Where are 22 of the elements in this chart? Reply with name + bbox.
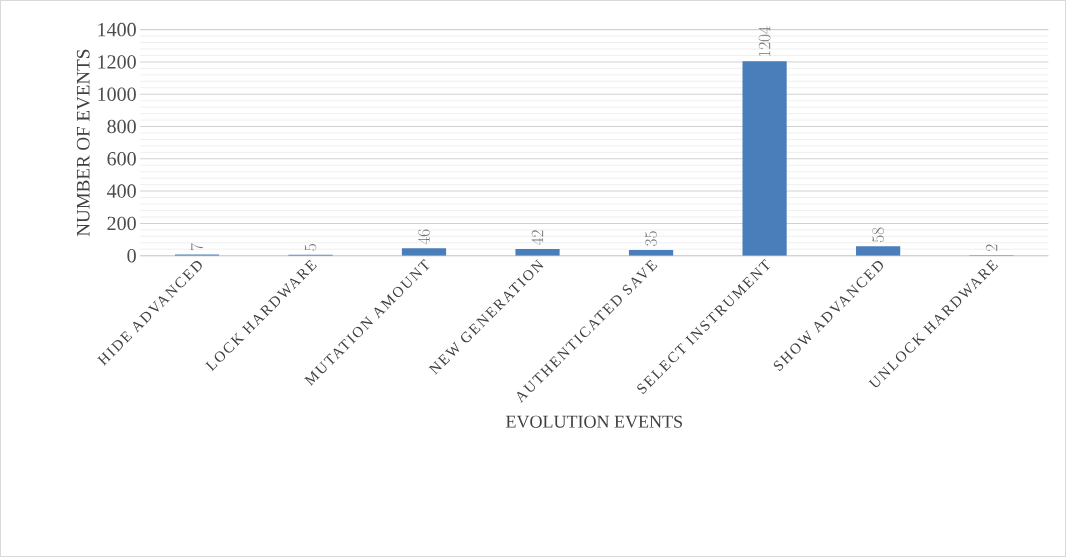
data-label: 2	[985, 244, 998, 252]
y-tick-label: 200	[107, 216, 136, 231]
y-tick-label: 400	[107, 184, 136, 198]
x-axis-title: EVOLUTION EVENTS	[505, 415, 682, 428]
data-label: 5	[304, 244, 317, 251]
y-tick-label: 0	[127, 248, 136, 263]
data-label: 46	[418, 229, 430, 245]
y-tick-label: 1400	[98, 22, 136, 37]
bar	[742, 61, 787, 256]
data-label: 58	[872, 227, 884, 243]
y-tick-label: 600	[107, 152, 136, 166]
bar	[856, 246, 901, 256]
data-label: 7	[190, 243, 203, 251]
bar	[401, 248, 447, 256]
y-tick-label: 1000	[98, 87, 136, 101]
data-label: 35	[645, 231, 657, 246]
bar	[515, 248, 560, 256]
y-tick-label: 800	[107, 119, 136, 134]
data-label: 42	[531, 230, 544, 245]
y-axis-title: NUMBER OF EVENTS	[76, 49, 90, 237]
y-tick-label: 1200	[98, 55, 136, 69]
data-label: 1204	[758, 26, 771, 57]
